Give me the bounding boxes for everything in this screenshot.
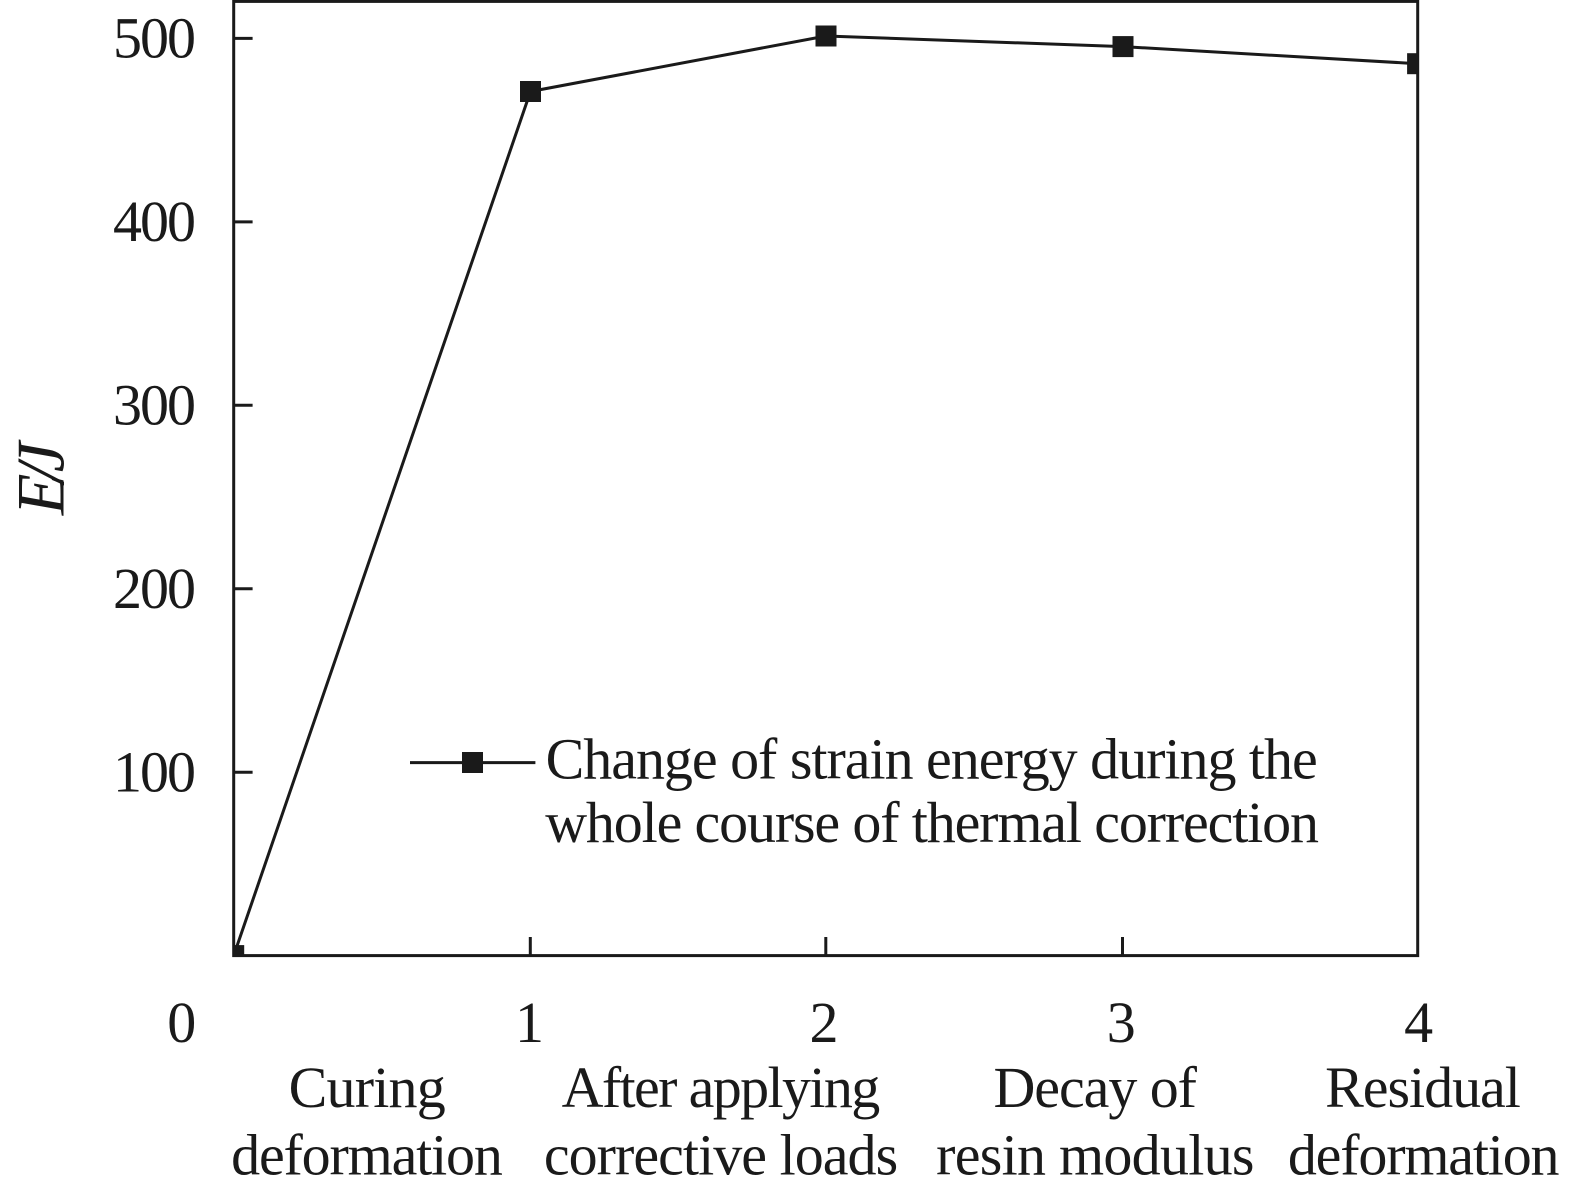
svg-text:After applying: After applying (562, 1055, 881, 1120)
svg-text:1: 1 (515, 990, 544, 1055)
svg-text:E/J: E/J (3, 439, 79, 516)
svg-text:500: 500 (113, 6, 196, 71)
svg-text:whole course of thermal correc: whole course of thermal correction (545, 790, 1319, 855)
svg-text:400: 400 (113, 189, 196, 254)
svg-text:Change of strain energy during: Change of strain energy during the (546, 727, 1318, 792)
svg-text:0: 0 (167, 990, 196, 1055)
svg-text:3: 3 (1107, 990, 1136, 1055)
svg-text:4: 4 (1404, 990, 1433, 1055)
svg-text:corrective loads: corrective loads (544, 1123, 898, 1188)
svg-text:200: 200 (113, 556, 196, 621)
svg-text:resin modulus: resin modulus (936, 1123, 1254, 1188)
svg-text:Residual: Residual (1325, 1055, 1521, 1120)
svg-text:deformation: deformation (1288, 1123, 1560, 1188)
svg-text:100: 100 (113, 739, 196, 804)
svg-text:300: 300 (113, 372, 196, 437)
svg-text:Curing: Curing (289, 1055, 446, 1120)
svg-text:Decay of: Decay of (993, 1055, 1197, 1120)
svg-text:deformation: deformation (231, 1123, 503, 1188)
svg-text:2: 2 (810, 990, 839, 1055)
